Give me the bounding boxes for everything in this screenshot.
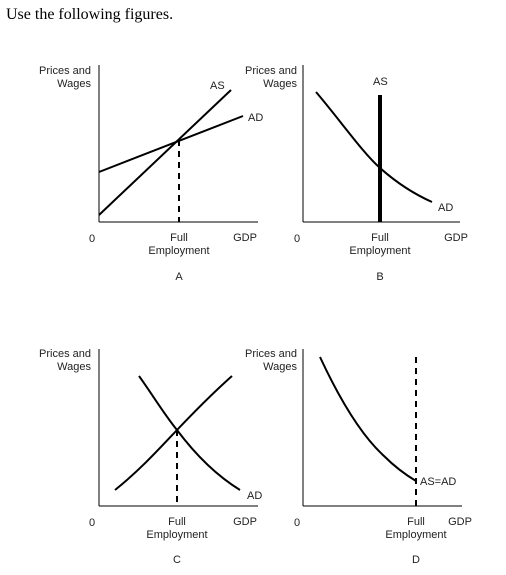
panel-a-as-label: AS [210, 80, 225, 92]
panel-b-y-label-line1: Prices and [245, 65, 297, 77]
panel-a-y-label-line2: Wages [57, 78, 91, 90]
panel-b-tick-label-line2: Employment [349, 245, 410, 257]
panel-b-ad-label: AD [438, 202, 453, 214]
page-heading: Use the following figures. [6, 6, 174, 23]
panel-d-y-label-line1: Prices and [245, 348, 297, 360]
panel-a-label: A [175, 271, 183, 283]
panel-b-tick-label-line1: Full [371, 232, 389, 244]
panel-a-x-label: GDP [233, 232, 257, 244]
panel-b-x-label: GDP [444, 232, 468, 244]
panel-b: Prices and Wages AS AD 0 GDP Full Employ… [245, 65, 468, 283]
panel-c: Prices and Wages AD 0 GDP Full Employmen… [39, 348, 262, 566]
panel-d-tick-label-line1: Full [407, 516, 425, 528]
panel-d: Prices and Wages AS=AD 0 GDP Full Employ… [245, 348, 472, 566]
panel-b-as-label: AS [373, 76, 388, 88]
panel-d-ad-curve [319, 356, 417, 482]
panel-c-origin: 0 [89, 517, 95, 529]
panel-d-origin: 0 [294, 517, 300, 529]
panel-d-tick-label-line2: Employment [385, 529, 446, 541]
panel-a-y-label-line1: Prices and [39, 65, 91, 77]
panel-c-ad-label: AD [247, 490, 262, 502]
panel-a: Prices and Wages AS AD 0 GDP Full Employ… [39, 65, 263, 283]
panel-a-ad-curve [98, 115, 244, 173]
panel-d-y-label-line2: Wages [263, 361, 297, 373]
panel-d-curve-label: AS=AD [420, 476, 456, 488]
panel-c-y-label-line1: Prices and [39, 348, 91, 360]
panel-d-x-label: GDP [448, 516, 472, 528]
panel-d-label: D [412, 554, 420, 566]
panel-a-tick-label-line1: Full [170, 232, 188, 244]
panel-c-label: C [173, 554, 181, 566]
panel-c-ad-curve [138, 375, 241, 491]
panel-a-tick-label-line2: Employment [148, 245, 209, 257]
panel-a-ad-label: AD [248, 112, 263, 124]
panel-b-y-label-line2: Wages [263, 78, 297, 90]
panel-c-x-label: GDP [233, 516, 257, 528]
panel-a-as-curve [98, 89, 232, 216]
panel-b-origin: 0 [294, 233, 300, 245]
panel-c-tick-label-line2: Employment [146, 529, 207, 541]
panel-c-as-curve [114, 375, 233, 491]
panel-c-y-label-line2: Wages [57, 361, 91, 373]
panel-b-label: B [376, 271, 383, 283]
panel-c-tick-label-line1: Full [168, 516, 186, 528]
panel-a-origin: 0 [89, 233, 95, 245]
panel-b-ad-curve [315, 91, 433, 203]
